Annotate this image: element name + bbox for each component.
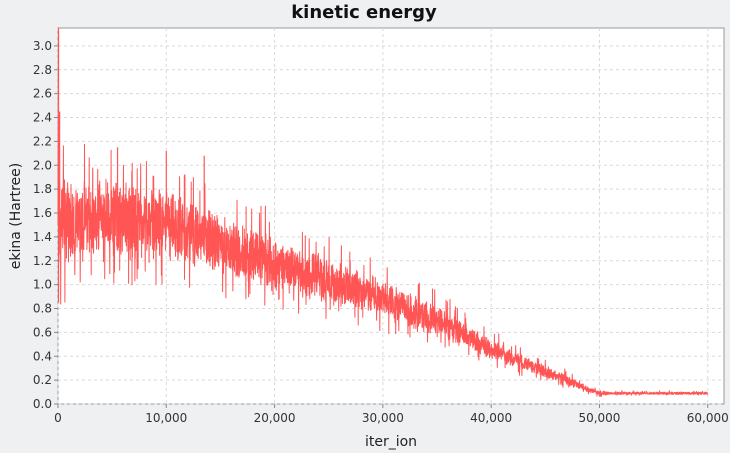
grid-lines xyxy=(57,28,724,405)
y-tick-label: 1.0 xyxy=(33,278,52,292)
x-tick-label: 10,000 xyxy=(145,411,187,425)
y-tick-label: 1.2 xyxy=(33,254,52,268)
y-tick-label: 2.0 xyxy=(33,158,52,172)
x-tick-label: 0 xyxy=(54,411,62,425)
y-tick-label: 0.6 xyxy=(33,325,52,339)
x-tick-label: 50,000 xyxy=(578,411,620,425)
x-tick-label: 20,000 xyxy=(254,411,296,425)
y-tick-label: 2.8 xyxy=(33,63,52,77)
chart-title: kinetic energy xyxy=(291,2,437,23)
y-tick-label: 1.6 xyxy=(33,206,52,220)
series-layer xyxy=(57,27,709,397)
y-tick-label: 0.2 xyxy=(33,373,52,387)
y-tick-label: 1.4 xyxy=(33,230,52,244)
y-tick-label: 0.0 xyxy=(33,397,52,411)
y-tick-label: 2.6 xyxy=(33,87,52,101)
y-tick-label: 2.2 xyxy=(33,134,52,148)
x-tick-label: 40,000 xyxy=(470,411,512,425)
x-tick-label: 60,000 xyxy=(687,411,729,425)
x-axis-title: iter_ion xyxy=(365,434,417,450)
y-tick-label: 0.8 xyxy=(33,302,52,316)
axis-ticks: 0 10,000 20,000 30,000 40,000 50,000 60,000 0.0… xyxy=(33,39,729,425)
y-tick-label: 2.4 xyxy=(33,111,52,125)
x-tick-label: 30,000 xyxy=(362,411,404,425)
y-axis-title: ekina (Hartree) xyxy=(8,163,24,269)
y-tick-label: 0.4 xyxy=(33,349,52,363)
y-tick-label: 1.8 xyxy=(33,182,52,196)
y-tick-label: 3.0 xyxy=(33,39,52,53)
